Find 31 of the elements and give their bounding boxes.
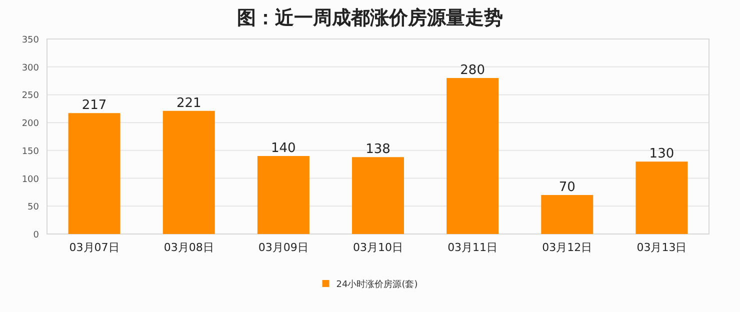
bar — [446, 78, 499, 234]
bar — [68, 113, 120, 234]
y-tick-label: 300 — [22, 63, 40, 74]
x-tick-label: 03月13日 — [636, 241, 687, 254]
data-label: 138 — [366, 142, 390, 158]
chart-title: 图：近一周成都涨价房源量走势 — [237, 7, 503, 29]
data-label: 217 — [82, 98, 107, 114]
data-label: 130 — [649, 146, 674, 162]
bar — [257, 156, 310, 234]
data-label: 280 — [460, 63, 485, 78]
y-tick-label: 150 — [22, 146, 40, 157]
bar — [162, 110, 215, 234]
data-label: 140 — [271, 141, 296, 156]
bar — [636, 162, 688, 234]
x-tick-label: 03月08日 — [164, 241, 214, 254]
y-tick-label: 0 — [33, 230, 40, 240]
x-tick-label: 03月07日 — [69, 241, 120, 254]
y-tick-label: 350 — [22, 36, 40, 46]
y-tick-label: 100 — [22, 174, 40, 185]
y-tick-label: 250 — [22, 91, 40, 102]
y-tick-label: 200 — [22, 119, 40, 130]
x-tick-label: 03月10日 — [353, 241, 403, 254]
data-label: 221 — [176, 96, 202, 111]
bar — [352, 157, 404, 234]
x-tick-label: 03月09日 — [258, 241, 308, 254]
legend-label: 24小时涨价房源(套) — [336, 279, 418, 290]
y-tick-label: 50 — [28, 202, 40, 213]
data-label: 70 — [558, 180, 576, 195]
x-tick-label: 03月12日 — [542, 241, 592, 254]
bar — [541, 195, 594, 234]
x-tick-label: 03月11日 — [448, 241, 498, 254]
